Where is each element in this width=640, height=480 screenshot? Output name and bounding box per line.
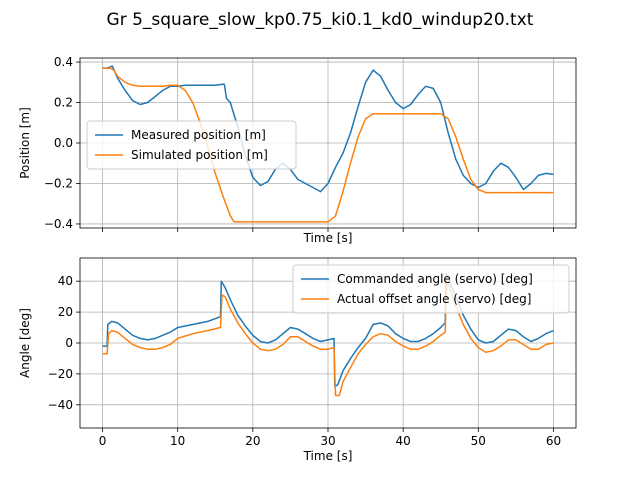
legend: Commanded angle (servo) [deg] Actual offs… <box>292 264 570 314</box>
y-tick-label: −0.4 <box>44 217 73 231</box>
series-line-2 <box>102 280 554 397</box>
angle-axes: 0 10 20 30 40 50 60 40 20 0 −20 −40 Time [s] Angle [d… <box>18 257 577 463</box>
chart-title: Gr 5_square_slow_kp0.75_ki0.1_kd0_windup… <box>107 10 534 30</box>
x-tick-label: 40 <box>396 434 411 448</box>
legend-entry-1: Measured position [m] <box>131 128 266 142</box>
y-tick-label: 20 <box>58 305 73 319</box>
y-tick-label: 0.0 <box>54 136 73 150</box>
x-tick-label: 30 <box>320 434 335 448</box>
x-tick-label: 10 <box>170 434 185 448</box>
x-tick-label: 50 <box>471 434 486 448</box>
y-tick-label: 0.4 <box>54 55 73 69</box>
y-axis-label: Position [m] <box>18 107 32 179</box>
x-tick-label: 0 <box>99 434 107 448</box>
x-tick-label: 60 <box>546 434 561 448</box>
y-axis-label: Angle [deg] <box>18 308 32 378</box>
y-tick-label: 40 <box>58 274 73 288</box>
series-line-2 <box>102 67 554 223</box>
legend: Measured position [m] Simulated position … <box>86 120 297 170</box>
x-axis-label: Time [s] <box>303 231 353 245</box>
legend-entry-1: Commanded angle (servo) [deg] <box>337 272 533 286</box>
position-axes: 0.4 0.2 0.0 −0.2 −0.4 Time [s] Position [m] Mea… <box>18 55 577 245</box>
y-tick-label: −0.2 <box>44 176 73 190</box>
y-tick-label: 0 <box>65 336 73 350</box>
y-tick-label: 0.2 <box>54 96 73 110</box>
x-axis-label: Time [s] <box>303 449 353 463</box>
x-tick-label: 20 <box>245 434 260 448</box>
legend-entry-2: Simulated position [m] <box>131 148 268 162</box>
series-line-1 <box>102 65 554 193</box>
legend-entry-2: Actual offset angle (servo) [deg] <box>337 292 531 306</box>
y-tick-label: −20 <box>48 367 73 381</box>
y-tick-label: −40 <box>48 398 73 412</box>
